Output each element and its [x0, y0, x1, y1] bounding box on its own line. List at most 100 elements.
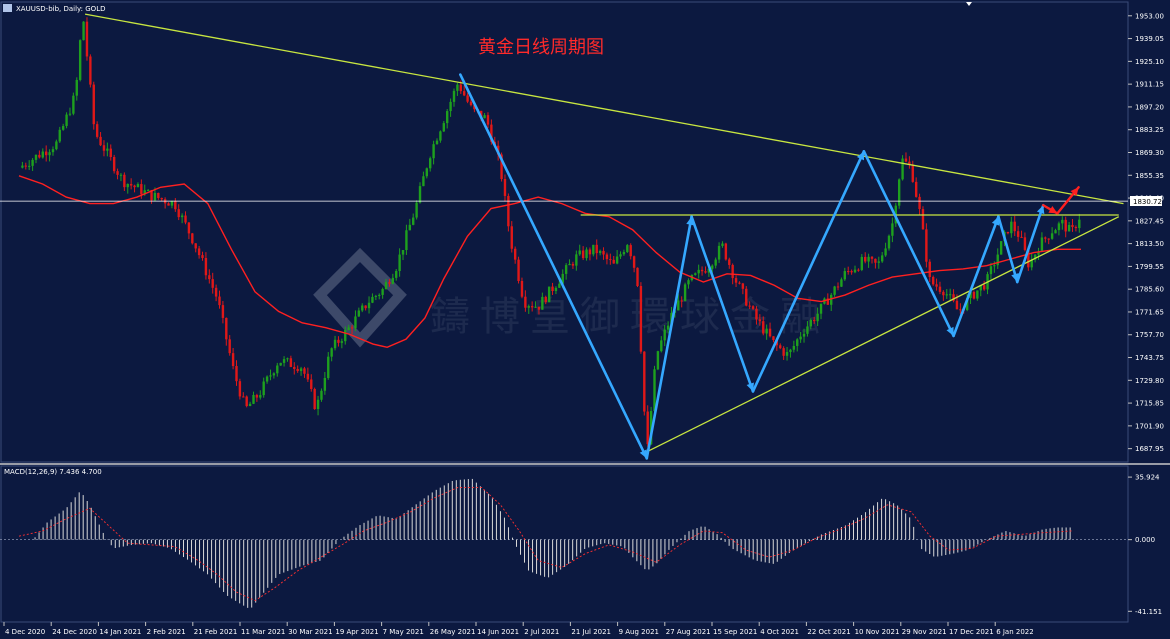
candle-body	[384, 282, 388, 290]
date-tick-label: 24 Dec 2020	[52, 628, 97, 636]
candle-body	[116, 171, 119, 175]
candle-body	[306, 373, 310, 380]
candle-body	[276, 365, 279, 374]
candle-body	[449, 101, 452, 112]
candle-body	[592, 244, 595, 255]
candle-body	[721, 243, 724, 246]
candle-body	[762, 321, 765, 334]
candle-body	[996, 254, 999, 266]
date-tick-label: 10 Nov 2021	[855, 628, 900, 636]
candle-body	[432, 144, 435, 159]
candle-body	[847, 271, 850, 273]
date-tick-label: 29 Nov 2021	[902, 628, 947, 636]
candle-body	[191, 233, 194, 244]
candle-body	[106, 148, 109, 151]
wave-arrow	[459, 73, 649, 460]
wave-arrow	[1015, 203, 1045, 284]
caret-down-icon[interactable]	[966, 2, 972, 6]
candle-body	[252, 394, 255, 404]
candle-body	[89, 56, 92, 85]
candle-body	[867, 256, 870, 262]
candle-body	[938, 286, 942, 292]
candle-body	[792, 345, 796, 350]
candle-body	[296, 368, 299, 372]
price-tick-label: 1813.50	[1135, 240, 1164, 248]
candle-body	[327, 356, 330, 378]
date-tick-label: 15 Sep 2021	[713, 628, 757, 636]
candle-body	[1027, 249, 1030, 268]
candle-body	[398, 254, 401, 272]
candle-body	[340, 341, 344, 343]
candle-body	[208, 275, 211, 280]
candle-body	[65, 114, 68, 126]
candle-body	[717, 245, 721, 260]
candle-body	[364, 305, 367, 309]
candle-body	[779, 345, 782, 349]
candle-body	[1044, 237, 1047, 239]
candle-body	[299, 368, 303, 372]
macd-panel-frame	[0, 465, 1129, 623]
date-tick-label: 19 Apr 2021	[335, 628, 378, 636]
candle-body	[513, 248, 517, 260]
date-tick-label: 26 May 2021	[430, 628, 476, 636]
candle-body	[870, 256, 874, 259]
candle-body	[887, 235, 891, 249]
candle-body	[405, 230, 408, 251]
candle-body	[561, 273, 564, 284]
candle-body	[146, 190, 150, 192]
candle-body	[694, 273, 697, 275]
candle-body	[310, 379, 313, 389]
candle-layer	[21, 17, 1081, 447]
candle-body	[646, 411, 649, 445]
candle-body	[1040, 237, 1044, 252]
watermark-text: 鑄博皇御環球金融	[430, 294, 830, 340]
candle-body	[218, 296, 221, 306]
candle-body	[520, 281, 524, 297]
candle-body	[544, 296, 547, 303]
current-price-label: 1830.72	[1133, 198, 1162, 206]
candle-body	[714, 259, 717, 266]
candle-body	[639, 286, 643, 352]
candle-body	[843, 271, 847, 280]
candle-body	[194, 243, 197, 249]
candle-body	[221, 305, 225, 318]
forecast-arrow-head	[1048, 205, 1058, 214]
candle-body	[955, 300, 959, 310]
candle-body	[462, 91, 466, 96]
candle-body	[758, 319, 762, 322]
candle-body	[965, 298, 969, 310]
candle-body	[184, 215, 187, 223]
date-tick-label: 21 Feb 2021	[194, 628, 238, 636]
candle-body	[700, 269, 704, 272]
candle-body	[129, 183, 133, 186]
candle-body	[469, 101, 473, 106]
candle-body	[126, 183, 129, 188]
date-axis: 4 Dec 2020 24 Dec 2020 14 Jan 2021 2 Feb 20…	[3, 622, 1034, 636]
candle-body	[38, 154, 41, 158]
candle-body	[439, 131, 442, 141]
candle-body	[445, 111, 449, 124]
candle-body	[1050, 233, 1054, 239]
candle-body	[109, 148, 112, 158]
candle-body	[530, 306, 534, 308]
moving-average-layer	[18, 175, 1081, 349]
candle-body	[367, 302, 371, 309]
candle-body	[1020, 236, 1023, 238]
candle-body	[541, 296, 544, 310]
candle-body	[969, 291, 972, 299]
candle-body	[401, 250, 405, 255]
candle-body	[789, 349, 792, 353]
candle-body	[272, 373, 276, 376]
candle-body	[711, 265, 714, 269]
date-tick-label: 14 Jun 2021	[477, 628, 519, 636]
support-trendline	[646, 216, 1120, 453]
candle-body	[259, 395, 262, 398]
candle-body	[547, 286, 551, 303]
candle-body	[123, 174, 126, 188]
candle-body	[707, 268, 711, 273]
candle-body	[51, 149, 55, 153]
candle-body	[75, 79, 78, 96]
candle-body	[422, 176, 425, 187]
candle-body	[745, 288, 748, 306]
symbol-label: XAUUSD-bib, Daily: GOLD	[16, 5, 105, 13]
